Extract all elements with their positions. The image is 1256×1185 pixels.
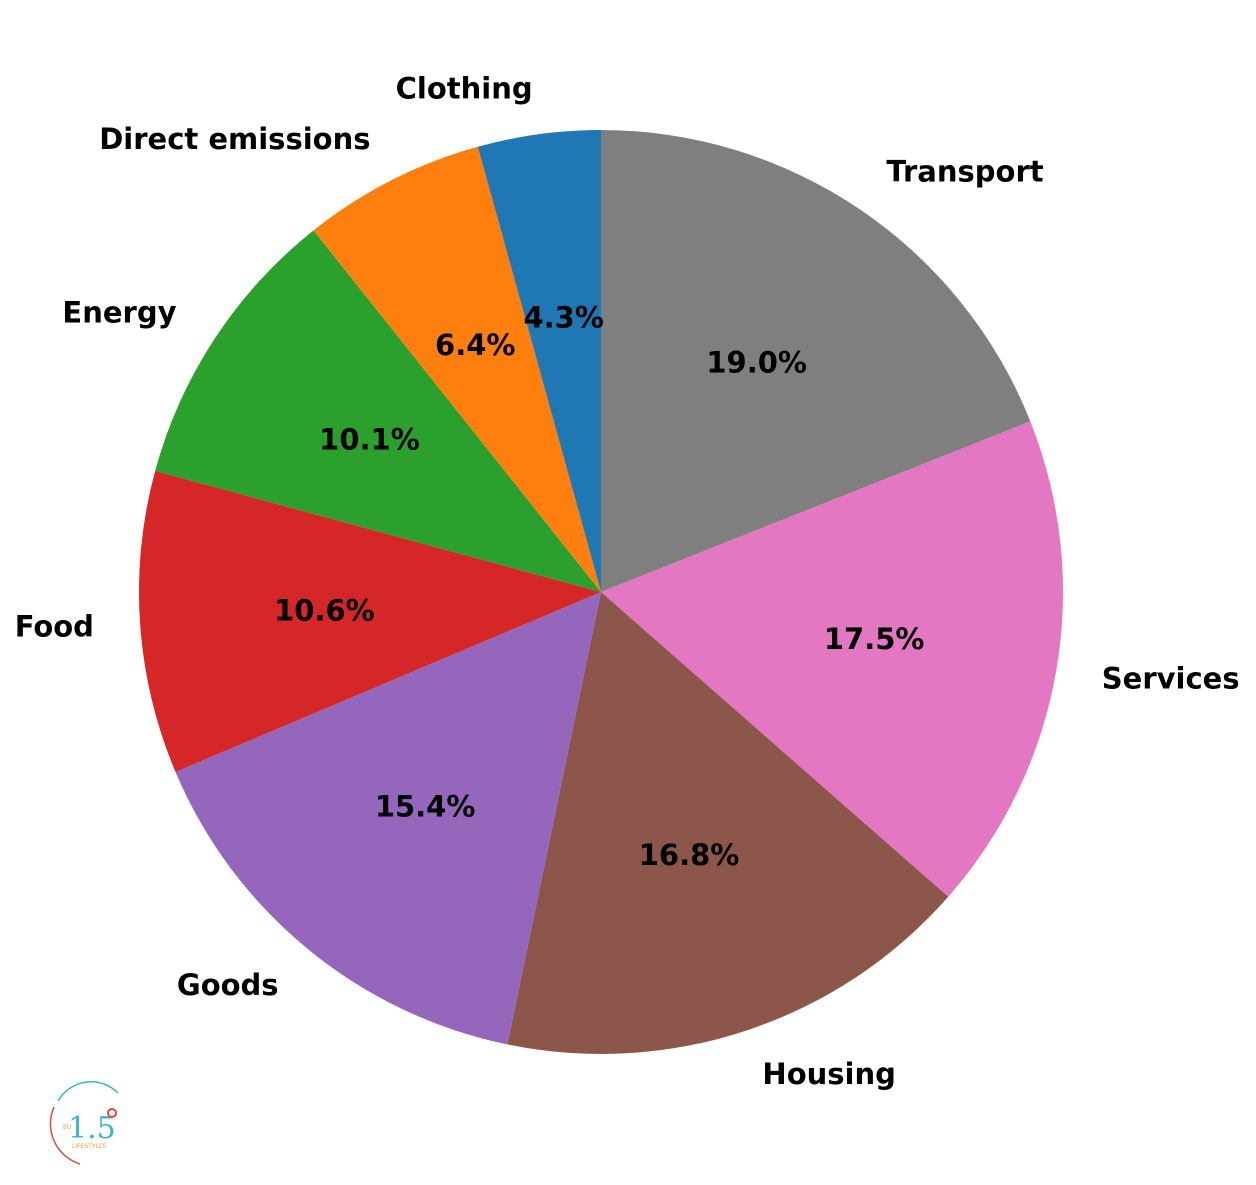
category-label-goods: Goods	[177, 968, 279, 1002]
pie-slice-transport	[601, 130, 1031, 592]
pie-slice-energy	[155, 230, 601, 592]
category-labels: Transport Services Housing Goods Food Energy D…	[15, 71, 1240, 1090]
logo-side-text: EU	[63, 1124, 71, 1131]
pie-slice-services	[601, 421, 1064, 897]
logo-digits: 1.5	[68, 1111, 116, 1146]
pie-slice-direct-emissions	[313, 146, 601, 593]
pie-slice-clothing	[477, 130, 601, 592]
logo-teal-arc	[57, 1081, 119, 1102]
category-label-housing: Housing	[762, 1057, 895, 1091]
pct-label-services: 17.5%	[824, 622, 925, 656]
category-label-direct-emissions: Direct emissions	[99, 122, 370, 156]
pie-slice-food	[139, 470, 601, 772]
pie-slice-goods	[175, 592, 602, 1045]
pct-label-clothing: 4.3%	[523, 300, 603, 334]
pie-slices	[139, 130, 1064, 1054]
pct-label-direct-emissions: 6.4%	[435, 328, 515, 362]
pct-label-energy: 10.1%	[319, 423, 420, 457]
category-label-clothing: Clothing	[396, 71, 533, 105]
logo: 1.5 EU LIFESTYLES	[49, 1081, 119, 1165]
percentage-labels: 19.0% 17.5% 16.8% 15.4% 10.6% 10.1% 6.4%4.3%	[274, 300, 924, 872]
logo-bottom-text: LIFESTYLES	[72, 1143, 107, 1150]
logo-degree-icon	[107, 1108, 117, 1118]
category-label-transport: Transport	[886, 155, 1043, 189]
category-label-food: Food	[15, 609, 94, 643]
pct-label-goods: 15.4%	[375, 789, 476, 823]
logo-red-arc	[49, 1106, 81, 1165]
pct-label-housing: 16.8%	[639, 838, 740, 872]
pie-slice-housing	[507, 592, 949, 1054]
pct-label-transport: 19.0%	[706, 346, 807, 380]
category-label-energy: Energy	[62, 296, 176, 330]
pct-label-food: 10.6%	[274, 594, 375, 628]
category-label-services: Services	[1102, 662, 1240, 696]
